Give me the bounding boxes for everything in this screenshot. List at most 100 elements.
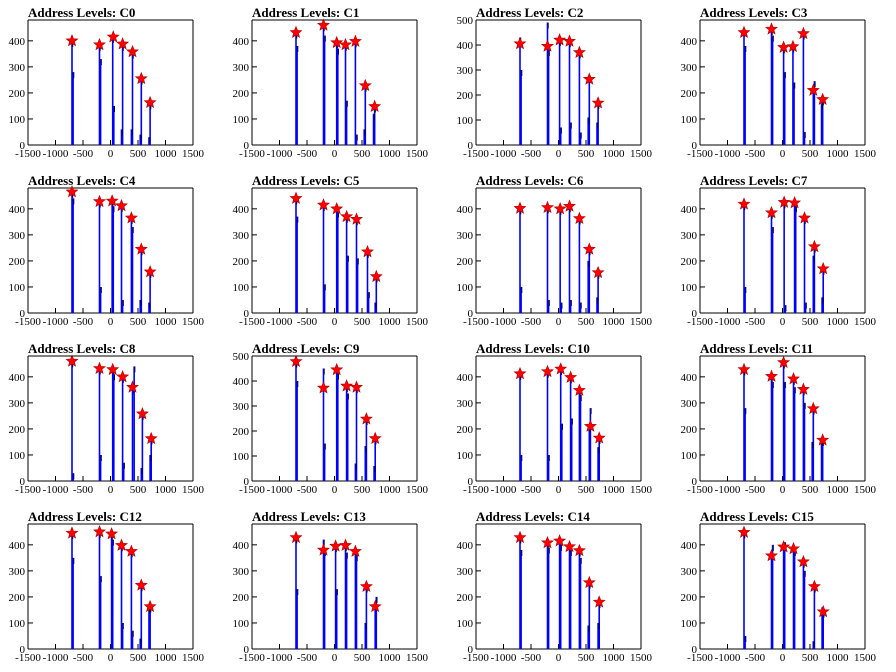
peak-star-marker — [93, 361, 106, 375]
x-tick-label: 500 — [802, 652, 819, 664]
x-tick-label: -500 — [297, 316, 318, 328]
y-tick-label: 200 — [9, 592, 26, 604]
x-tick-label: -1500 — [239, 484, 265, 496]
peak-star-marker — [143, 599, 157, 613]
peak-star-marker — [134, 578, 148, 591]
chart-panel-2: Address Levels: C20100200300400500-1500-… — [457, 5, 653, 160]
peak-star-marker — [116, 37, 130, 50]
y-tick-label: 400 — [9, 204, 26, 216]
peak-star-marker — [143, 265, 157, 278]
y-tick-label: 400 — [681, 372, 698, 384]
chart-panel-12: Address Levels: C12 0 100 200 300 400 -1500 -10… — [9, 509, 205, 664]
chart-title: Address Levels: C12 — [28, 509, 142, 524]
chart-title: Address Levels: C3 — [700, 5, 808, 20]
peak-star-marker — [339, 37, 352, 51]
x-tick-label: 0 — [332, 484, 338, 496]
x-tick-label: 1000 — [379, 652, 402, 664]
y-tick-label: 200 — [9, 424, 26, 436]
x-tick-label: 1500 — [406, 652, 429, 664]
x-tick-label: 500 — [802, 316, 819, 328]
x-tick-label: -500 — [521, 148, 542, 160]
x-tick-label: 1500 — [630, 652, 653, 664]
x-tick-label: -500 — [73, 148, 94, 160]
peak-star-marker — [591, 96, 605, 109]
peak-star-marker — [348, 34, 362, 47]
peak-star-marker — [765, 369, 778, 382]
peak-star-marker — [553, 534, 567, 547]
y-tick-label: 0 — [468, 140, 474, 152]
y-tick-label: 200 — [9, 256, 26, 268]
x-tick-label: 1500 — [406, 148, 429, 160]
peak-star-marker — [765, 205, 778, 219]
x-tick-label: 0 — [108, 316, 114, 328]
y-tick-label: 0 — [692, 476, 698, 488]
x-tick-label: -1500 — [15, 148, 41, 160]
x-tick-label: 1500 — [854, 484, 877, 496]
chart-panel-15: Address Levels: C15 0 100 200 300 400 -1500 -10… — [681, 509, 877, 664]
peak-star-marker — [368, 599, 382, 613]
x-tick-label: 0 — [780, 652, 786, 664]
chart-panel-13: Address Levels: C13 0 100 200 300 400 -1500 -10… — [233, 509, 429, 664]
x-tick-label: -1000 — [43, 652, 69, 664]
y-tick-label: 400 — [457, 204, 474, 216]
y-tick-label: 100 — [9, 282, 26, 294]
peak-star-marker — [582, 575, 596, 589]
chart-panel-7: Address Levels: C7 0 100 200 300 400 -1500 -100… — [681, 173, 877, 328]
peak-star-marker — [317, 381, 330, 394]
chart-title: Address Levels: C1 — [252, 5, 359, 20]
chart-title: Address Levels: C2 — [476, 5, 583, 20]
x-tick-label: -1500 — [239, 148, 265, 160]
x-tick-label: 500 — [130, 484, 147, 496]
chart-panel-6: Address Levels: C6 0 100 200 300 400 -1500 -100… — [457, 173, 653, 328]
peak-star-marker — [553, 202, 567, 215]
x-tick-label: -500 — [745, 484, 766, 496]
y-tick-label: 0 — [468, 644, 474, 656]
x-tick-label: -500 — [73, 484, 94, 496]
peak-star-marker — [796, 554, 810, 568]
x-tick-label: 0 — [556, 652, 562, 664]
peak-star-marker — [105, 194, 119, 207]
y-tick-label: 200 — [9, 88, 26, 100]
peak-star-marker — [65, 185, 79, 198]
peak-star-marker — [350, 380, 363, 393]
x-tick-label: -1500 — [687, 148, 713, 160]
x-tick-label: 1500 — [854, 148, 877, 160]
peak-star-marker — [554, 362, 568, 375]
x-tick-label: -500 — [745, 316, 766, 328]
y-tick-label: 400 — [9, 540, 26, 552]
peak-star-marker — [358, 78, 372, 92]
x-tick-label: 1500 — [182, 652, 205, 664]
peak-star-marker — [135, 406, 149, 420]
y-tick-label: 300 — [457, 65, 474, 77]
y-tick-label: 100 — [681, 450, 698, 462]
peak-star-marker — [541, 364, 554, 378]
x-tick-label: -1000 — [267, 316, 293, 328]
x-tick-label: 0 — [108, 484, 114, 496]
y-tick-label: 200 — [233, 592, 250, 604]
peak-star-marker — [115, 538, 128, 551]
chart-panel-14: Address Levels: C14 0 100 200 300 400 -1500 -10… — [457, 509, 653, 664]
y-tick-label: 300 — [9, 62, 26, 74]
peak-star-marker — [289, 530, 303, 544]
x-tick-label: -500 — [745, 148, 766, 160]
x-tick-label: 500 — [578, 148, 595, 160]
y-tick-label: 0 — [692, 644, 698, 656]
x-tick-label: 1500 — [406, 484, 429, 496]
y-tick-label: 0 — [20, 476, 26, 488]
peak-star-marker — [564, 370, 578, 383]
y-tick-label: 300 — [9, 230, 26, 242]
y-tick-label: 100 — [457, 618, 474, 630]
chart-title: Address Levels: C5 — [252, 173, 360, 188]
x-tick-label: -1500 — [463, 484, 489, 496]
peak-star-marker — [787, 541, 800, 555]
x-tick-label: -1000 — [491, 652, 517, 664]
peak-star-marker — [513, 36, 527, 50]
x-tick-label: 1000 — [827, 148, 850, 160]
peak-star-marker — [796, 26, 810, 40]
chart-title: Address Levels: C7 — [700, 173, 808, 188]
x-tick-label: -500 — [297, 148, 318, 160]
x-tick-label: 1500 — [182, 484, 205, 496]
y-tick-label: 200 — [681, 592, 698, 604]
peak-star-marker — [798, 211, 811, 224]
